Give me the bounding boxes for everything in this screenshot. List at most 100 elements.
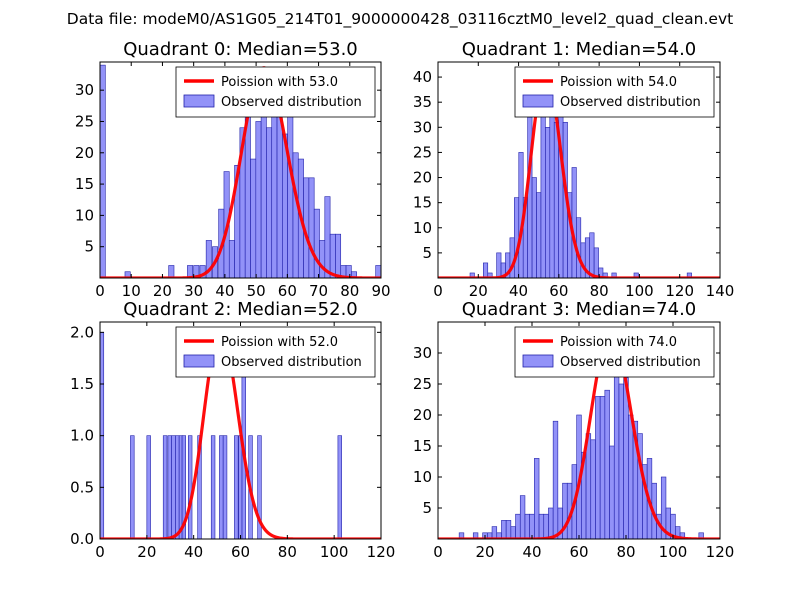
- y-tick-label: 1.0: [70, 427, 94, 445]
- plot-area: [100, 64, 381, 278]
- histogram-bar: [613, 352, 620, 539]
- histogram-bar: [187, 435, 193, 539]
- x-tick-label: 80: [616, 543, 635, 561]
- histogram-bar: [549, 101, 555, 278]
- x-tick-label: 10: [122, 282, 141, 300]
- histogram-bar: [633, 272, 639, 278]
- legend-observed-label: Observed distribution: [221, 355, 362, 370]
- legend: Poission with 54.0 Observed distribution: [514, 66, 715, 118]
- legend-box: [175, 66, 376, 118]
- histogram-bar: [524, 513, 530, 539]
- x-tick-label: 20: [475, 543, 494, 561]
- histogram-bar: [515, 513, 521, 539]
- x-tick-label: 60: [278, 282, 297, 300]
- histogram-bar: [124, 271, 131, 278]
- legend-observed-label: Observed distribution: [221, 95, 362, 110]
- histogram-bar: [589, 232, 595, 278]
- histogram-bar: [536, 192, 542, 278]
- legend-box: [514, 326, 715, 378]
- y-tick-label: 25: [413, 375, 432, 393]
- x-tick-label: 20: [137, 543, 156, 561]
- histogram-bar: [167, 435, 172, 539]
- histogram-bar: [483, 262, 489, 278]
- histogram-bar: [210, 435, 216, 539]
- plot-area: [100, 328, 381, 539]
- histogram-bar: [313, 208, 320, 278]
- x-tick-label: 40: [184, 543, 203, 561]
- histogram-bar: [510, 526, 516, 539]
- y-tick-label: 20: [413, 169, 432, 187]
- x-tick-label: 40: [522, 543, 541, 561]
- histogram-bar: [335, 233, 342, 278]
- x-tick-label: 140: [706, 282, 735, 300]
- x-tick-label: 40: [215, 282, 234, 300]
- x-tick-label: 0: [95, 282, 105, 300]
- histogram-bar: [501, 520, 507, 539]
- poisson-curve: [100, 66, 381, 278]
- y-tick-label: 40: [413, 68, 432, 86]
- legend-observed-label: Observed distribution: [560, 95, 701, 110]
- y-tick-label: 0.0: [70, 530, 94, 548]
- x-tick-label: 100: [625, 282, 654, 300]
- y-tick-label: 35: [413, 93, 432, 111]
- histogram-bar: [505, 520, 512, 539]
- histogram-bar: [552, 420, 559, 539]
- histogram-bar: [234, 435, 239, 539]
- legend-observed-swatch: [183, 354, 215, 368]
- legend-observed-label: Observed distribution: [560, 355, 701, 370]
- histogram-bar: [266, 127, 273, 278]
- y-tick-label: 10: [413, 468, 432, 486]
- histogram-bar: [205, 240, 212, 278]
- y-tick-label: 30: [413, 118, 432, 136]
- histogram-bar: [228, 240, 235, 278]
- histogram-bar: [146, 435, 151, 539]
- histogram-bar: [100, 64, 106, 278]
- x-tick-label: 80: [278, 543, 297, 561]
- histogram-bar: [308, 177, 315, 278]
- x-tick-label: 0: [433, 543, 443, 561]
- histogram-bar: [548, 507, 554, 539]
- x-tick-label: 100: [659, 543, 688, 561]
- y-tick-label: 30: [75, 81, 94, 99]
- histogram-bar: [193, 265, 200, 278]
- histogram-bar: [324, 196, 331, 278]
- x-tick-label: 120: [706, 543, 735, 561]
- legend-box: [175, 326, 376, 378]
- histogram-bar: [611, 272, 617, 278]
- histogram-bar: [571, 167, 577, 278]
- x-tick-label: 0: [95, 543, 105, 561]
- histogram-bar: [686, 272, 692, 278]
- subplot-title: Quadrant 0: Median=53.0: [123, 39, 358, 60]
- histogram-bar: [553, 121, 559, 278]
- legend-poisson-label: Poission with 74.0: [560, 335, 677, 350]
- histogram-bar: [593, 247, 599, 278]
- histogram-bar: [319, 240, 326, 278]
- histogram-bar: [255, 121, 262, 278]
- histogram-bar: [250, 158, 257, 278]
- histogram-bar: [187, 265, 194, 278]
- histogram-bar: [175, 435, 180, 539]
- histogram-bar: [292, 152, 299, 278]
- x-tick-label: 90: [371, 282, 390, 300]
- legend-poisson-label: Poission with 52.0: [221, 335, 338, 350]
- legend: Poission with 52.0 Observed distribution: [175, 326, 376, 378]
- histogram-bar: [514, 197, 520, 278]
- y-tick-label: 5: [422, 499, 432, 517]
- legend-poisson-label: Poission with 53.0: [221, 75, 338, 90]
- histogram-bar: [171, 435, 176, 539]
- x-tick-label: 80: [590, 282, 609, 300]
- y-tick-label: 15: [75, 175, 94, 193]
- legend-box: [514, 66, 715, 118]
- legend-poisson-label: Poission with 54.0: [560, 75, 677, 90]
- histogram-bar: [287, 114, 294, 278]
- histogram-bar: [623, 377, 629, 539]
- axes-frame: [99, 61, 382, 279]
- y-tick-label: 10: [75, 206, 94, 224]
- y-tick-label: 15: [413, 437, 432, 455]
- poisson-curve: [100, 328, 381, 539]
- figure-suptitle: Data file: modeM0/AS1G05_214T01_90000004…: [67, 10, 733, 29]
- subplot-quadrant-3: 0 20 40 60 80 100 120 5 10 15 20 25 30 Quadrant 3: Me…: [413, 299, 734, 561]
- histogram-bar: [534, 458, 540, 539]
- histogram-bar: [545, 127, 551, 278]
